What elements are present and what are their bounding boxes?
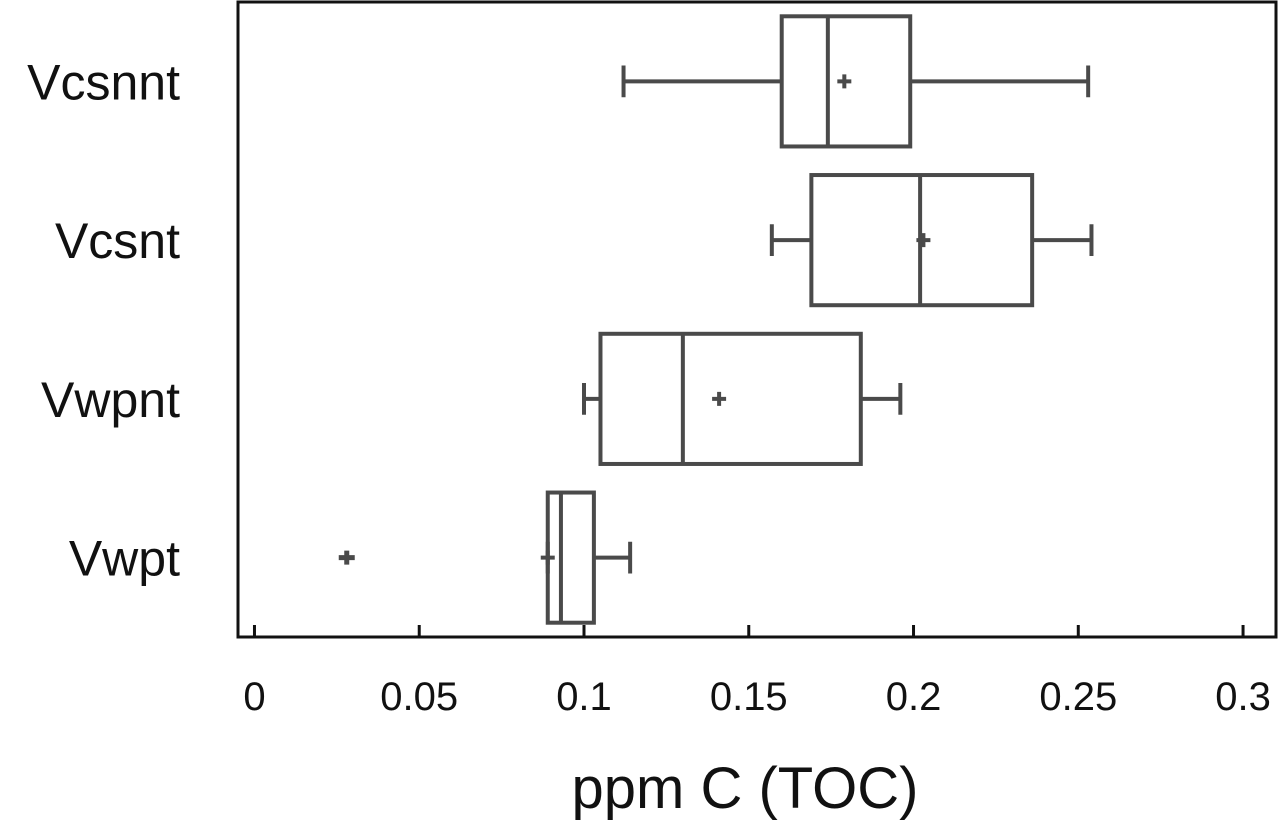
category-label: Vwpnt <box>41 372 180 428</box>
x-axis-ticks: 0 0.05 0.1 0.15 0.2 0.25 0.3 <box>243 625 1271 719</box>
box-item <box>621 14 1091 149</box>
x-tick-label: 0.05 <box>380 675 458 719</box>
category-label: Vcsnt <box>55 213 180 269</box>
box-series <box>338 14 1094 625</box>
box-item <box>769 173 1094 308</box>
x-tick-label: 0 <box>243 675 265 719</box>
box-item <box>338 490 633 625</box>
category-label: Vcsnnt <box>27 54 180 110</box>
x-tick-label: 0.3 <box>1215 675 1271 719</box>
category-label: Vwpt <box>69 531 180 587</box>
box-item <box>582 331 903 466</box>
x-axis-label: ppm C (TOC) <box>572 756 919 821</box>
x-tick-label: 0.1 <box>556 675 612 719</box>
category-labels: Vcsnnt Vcsnt Vwpnt Vwpt <box>27 54 180 586</box>
x-tick-label: 0.2 <box>886 675 942 719</box>
plot-frame <box>236 0 1278 639</box>
box-iqr <box>779 14 913 149</box>
x-tick-label: 0.25 <box>1039 675 1117 719</box>
box-iqr <box>598 331 863 466</box>
x-tick-label: 0.15 <box>710 675 788 719</box>
